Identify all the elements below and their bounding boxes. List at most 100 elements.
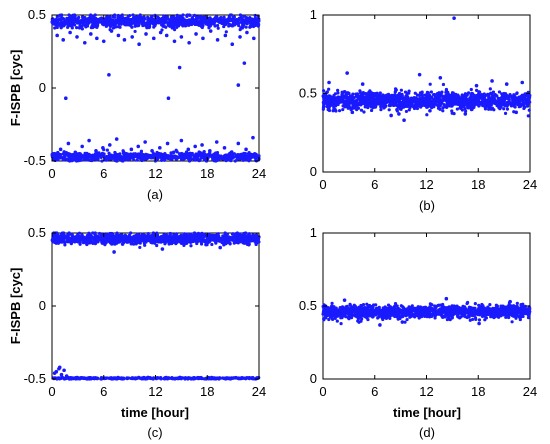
panel-a-band-point — [196, 156, 200, 160]
panel-c-band-point — [143, 243, 147, 247]
panel-a-band-point — [135, 24, 140, 28]
panel-b-band-point — [417, 104, 421, 108]
panel-c-band-point — [78, 241, 82, 245]
panel-c-marks — [50, 231, 261, 381]
panel-b-data-point — [474, 83, 479, 88]
panel-c-band-point — [147, 376, 151, 380]
panel-b-band-point — [337, 109, 342, 113]
panel-a-band-point — [201, 18, 205, 22]
panel-c-band-point — [115, 231, 119, 235]
panel-a-band-point — [186, 155, 191, 159]
panel-a-band-point — [71, 154, 75, 158]
panel-a-band-point — [89, 155, 93, 159]
panel-a-band-point — [75, 26, 79, 30]
panel-a-band-point — [220, 155, 224, 159]
panel-a-xtick-label: 12 — [148, 166, 162, 181]
panel-a-band-point — [220, 19, 224, 23]
panel-a-band-point — [164, 25, 168, 29]
panel-a-band-point — [123, 23, 127, 27]
panel-b-band-point — [370, 97, 374, 101]
panel-c-band-point — [74, 377, 78, 381]
panel-c-band-point — [67, 231, 71, 235]
panel-a-band-point — [243, 21, 247, 25]
panel-c-band-point — [213, 234, 217, 238]
panel-a-band-point — [183, 24, 187, 28]
panel-a-band-point — [63, 156, 67, 160]
panel-a-data-point — [158, 146, 162, 150]
panel-c-band-point — [199, 375, 203, 380]
panel-a-data-point — [80, 144, 84, 149]
panel-b-band-point — [474, 88, 479, 92]
panel-a-band-point — [227, 158, 232, 162]
panel-a-band-point — [192, 13, 197, 17]
panel-b-band-point — [429, 90, 433, 94]
panel-a-band-point — [165, 17, 169, 21]
panel-a-band-point — [125, 157, 129, 161]
panel-a-data-point — [229, 150, 234, 155]
panel-b-data-point — [402, 118, 406, 122]
panel-b-band-point — [477, 104, 481, 108]
panel-a-band-point — [131, 13, 135, 17]
panel-b-band-point — [331, 109, 335, 113]
panel-b-data-point — [327, 80, 331, 85]
panel-a-band-point — [154, 153, 158, 157]
panel-a-band-point — [199, 19, 203, 23]
panel-a-data-point — [165, 141, 170, 146]
panel-b-band-point — [386, 98, 390, 102]
panel-b-band-point — [502, 107, 506, 111]
panel-b-band-point — [393, 93, 397, 97]
panel-c-data-point — [112, 250, 116, 254]
panel-a-band-point — [159, 155, 163, 160]
panel-c-band-point — [134, 377, 138, 381]
panel-c-band-point — [216, 239, 220, 243]
panel-a-data-point — [177, 65, 182, 70]
panel-a-band-point — [237, 18, 241, 22]
panel-b-band-point — [327, 87, 331, 91]
panel-a-band-point — [129, 24, 133, 28]
panel-a-band-point — [128, 13, 132, 18]
panel-c-band-point — [85, 376, 89, 380]
panel-b-band-point — [336, 88, 340, 92]
panel-b-band-point — [442, 103, 446, 107]
panel-b-band-point — [381, 93, 385, 97]
panel-a-data-point — [82, 40, 87, 45]
panel-b-band-point — [379, 105, 383, 109]
panel-a-band-point — [103, 157, 107, 161]
panel-c-band-point — [121, 242, 125, 246]
panel-c-band-point — [182, 238, 186, 243]
panel-a-band-point — [232, 18, 236, 22]
panel-a-data-point — [236, 83, 241, 87]
panel-c-band-point — [130, 238, 134, 242]
panel-a-band-point — [133, 29, 137, 34]
panel-a-data-point — [251, 135, 255, 140]
panel-b-band-point — [364, 91, 368, 96]
panel-c-band-point — [221, 237, 225, 241]
panel-c-data-point — [60, 375, 65, 380]
panel-c-band-point — [195, 237, 199, 241]
panel-a-xtick-label: 24 — [252, 166, 266, 181]
panel-b-band-point — [527, 108, 531, 112]
panel-b-data-point — [397, 112, 401, 116]
panel-a-band-point — [112, 154, 116, 159]
panel-a-data-point — [171, 150, 176, 155]
panel-a-band-point — [208, 151, 212, 155]
panel-b-band-point — [321, 107, 325, 111]
panel-b-band-point — [367, 103, 371, 107]
panel-c-band-point — [235, 235, 239, 239]
panel-c-band-point — [147, 234, 151, 239]
panel-a-band-point — [222, 15, 226, 19]
panel-b-band-point — [438, 101, 443, 105]
panel-a-band-point — [230, 24, 234, 28]
panel-a-band-point — [188, 158, 192, 162]
panel-b-band-point — [327, 108, 332, 113]
panel-c-band-point — [85, 233, 89, 238]
panel-a-xtick-label: 6 — [100, 166, 107, 181]
panel-c-band-point — [242, 234, 246, 238]
panel-c-band-point — [130, 235, 134, 239]
panel-b-band-point — [489, 91, 493, 95]
panel-b-band-point — [446, 93, 450, 97]
panel-a-band-point — [81, 15, 85, 19]
panel-a-data-point — [66, 141, 71, 146]
panel-a-band-point — [197, 159, 201, 163]
